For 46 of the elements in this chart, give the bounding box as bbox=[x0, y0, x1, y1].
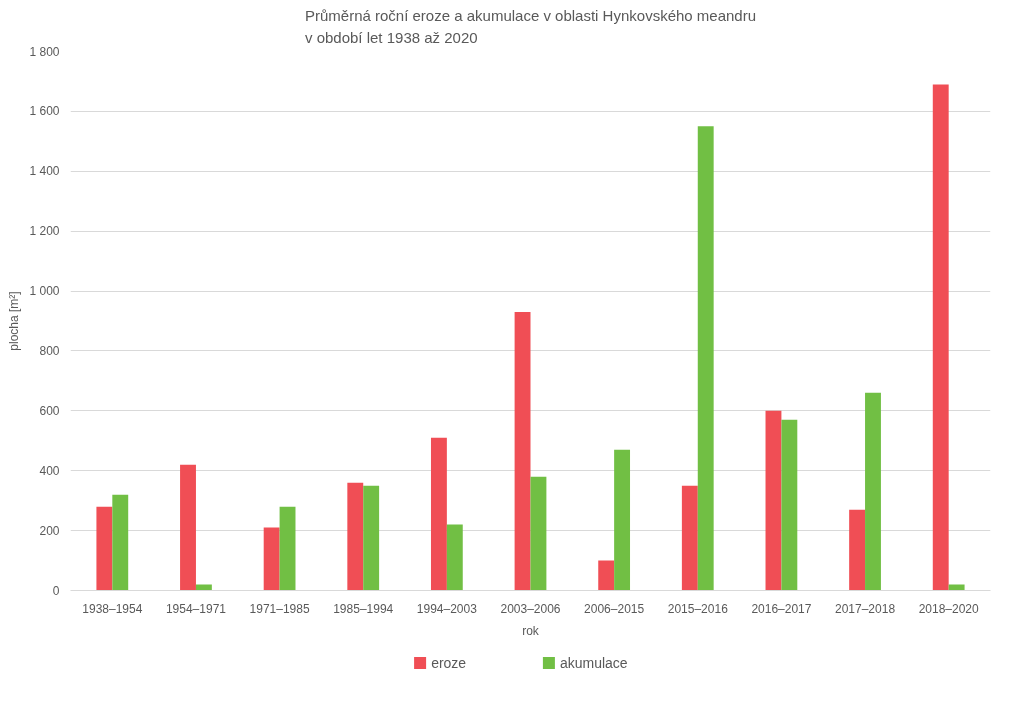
bar bbox=[263, 527, 280, 591]
bar bbox=[849, 509, 866, 591]
bar bbox=[614, 449, 631, 591]
y-tick-label: 1 800 bbox=[29, 44, 60, 59]
y-tick-label: 800 bbox=[39, 343, 60, 358]
bar bbox=[932, 84, 949, 591]
bar bbox=[430, 437, 447, 591]
x-tick-label: 2016–2017 bbox=[751, 601, 812, 616]
bar bbox=[279, 506, 296, 591]
bar bbox=[180, 464, 196, 591]
y-axis-title: plocha [m²] bbox=[7, 291, 22, 351]
bar bbox=[446, 524, 463, 591]
x-tick-label: 2003–2006 bbox=[500, 601, 561, 616]
bar bbox=[598, 560, 615, 591]
bar bbox=[514, 312, 531, 591]
x-tick-label: 2018–2020 bbox=[918, 601, 980, 616]
x-tick-label: 1954–1971 bbox=[165, 601, 227, 616]
bar bbox=[347, 482, 364, 591]
y-tick-label: 1 400 bbox=[29, 164, 60, 179]
y-tick-label: 1 600 bbox=[29, 104, 60, 119]
x-axis-title: rok bbox=[522, 623, 540, 638]
legend-label: eroze bbox=[431, 655, 467, 671]
bar bbox=[681, 485, 698, 591]
chart-title: Průměrná roční eroze a akumulace v oblasti Hynkovského meandru v období let 1938 až 2020 bbox=[304, 7, 757, 47]
x-tick-label: 1985–1994 bbox=[333, 601, 394, 616]
bar bbox=[781, 419, 798, 591]
x-tick-label: 1971–1985 bbox=[249, 601, 310, 616]
x-tick-label: 1938–1954 bbox=[82, 601, 143, 616]
bar bbox=[530, 476, 547, 591]
x-tick-label: 2015–2016 bbox=[667, 601, 729, 616]
y-tick-label: 1 000 bbox=[29, 284, 60, 299]
y-tick-label: 200 bbox=[39, 523, 60, 538]
bar bbox=[697, 126, 714, 591]
y-tick-label: 400 bbox=[39, 463, 60, 478]
y-tick-label: 1 200 bbox=[29, 224, 60, 239]
x-tick-label: 2006–2015 bbox=[584, 601, 645, 616]
bar bbox=[765, 410, 782, 591]
y-tick-label: 0 bbox=[52, 583, 60, 598]
bar bbox=[865, 392, 881, 591]
bar bbox=[363, 485, 380, 591]
bar bbox=[96, 506, 113, 591]
legend-label: akumulace bbox=[559, 655, 628, 671]
x-tick-label: 1994–2003 bbox=[416, 601, 478, 616]
y-tick-label: 600 bbox=[39, 403, 60, 418]
x-tick-label: 2017–2018 bbox=[835, 601, 896, 616]
bar bbox=[112, 494, 129, 591]
